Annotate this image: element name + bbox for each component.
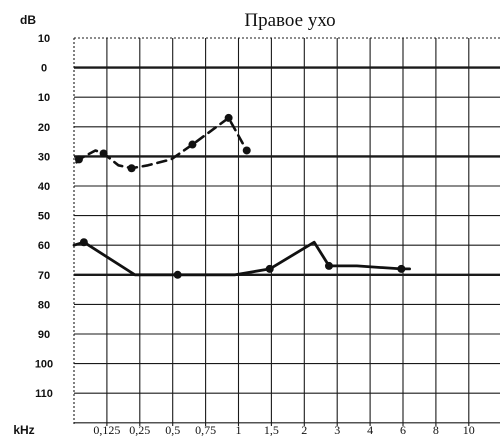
x-tick-label: 1 xyxy=(236,423,242,437)
y-tick-label: 10 xyxy=(38,92,50,104)
x-tick-label: 8 xyxy=(433,423,439,437)
y-tick-label: 0 xyxy=(41,63,47,75)
data-point xyxy=(173,270,182,279)
x-tick-label: 0,25 xyxy=(129,423,150,437)
x-tick-label: 3 xyxy=(334,423,340,437)
chart-title: Правое ухо xyxy=(244,10,335,31)
y-tick-label: 100 xyxy=(35,359,53,371)
x-axis-label: kHz xyxy=(13,423,34,437)
data-point xyxy=(99,149,108,158)
x-tick-label: 0,5 xyxy=(165,423,180,437)
y-tick-label: 90 xyxy=(38,329,50,341)
y-tick-label: 70 xyxy=(38,270,50,282)
x-tick-label: 0,125 xyxy=(93,423,120,437)
data-point xyxy=(79,238,88,247)
y-tick-label: 80 xyxy=(38,299,50,311)
y-tick-label: 30 xyxy=(38,151,50,163)
series-group xyxy=(72,113,411,279)
grid xyxy=(73,37,500,426)
data-point xyxy=(265,264,274,273)
x-tick-label: 0,75 xyxy=(195,423,216,437)
data-point xyxy=(188,140,197,149)
y-tick-label: 60 xyxy=(38,240,50,252)
y-tick-label: 40 xyxy=(38,181,50,193)
series-line-1 xyxy=(75,116,248,170)
x-tick-label: 10 xyxy=(463,423,475,437)
y-tick-label: 50 xyxy=(38,211,50,223)
x-tick-label: 6 xyxy=(400,423,406,437)
y-tick-label: 110 xyxy=(35,388,53,400)
x-tick-label: 2 xyxy=(301,423,307,437)
data-point xyxy=(397,264,406,273)
y-tick-label: 20 xyxy=(38,122,50,134)
x-tick-label: 4 xyxy=(367,423,373,437)
data-point xyxy=(74,155,83,164)
series-line-2 xyxy=(72,240,411,277)
data-point xyxy=(127,164,136,173)
data-point xyxy=(324,261,333,270)
data-point xyxy=(242,146,251,155)
x-tick-label: 1,5 xyxy=(264,423,279,437)
data-point xyxy=(224,113,233,122)
y-axis-label: dB xyxy=(20,13,36,27)
y-tick-label: 10 xyxy=(38,33,50,45)
